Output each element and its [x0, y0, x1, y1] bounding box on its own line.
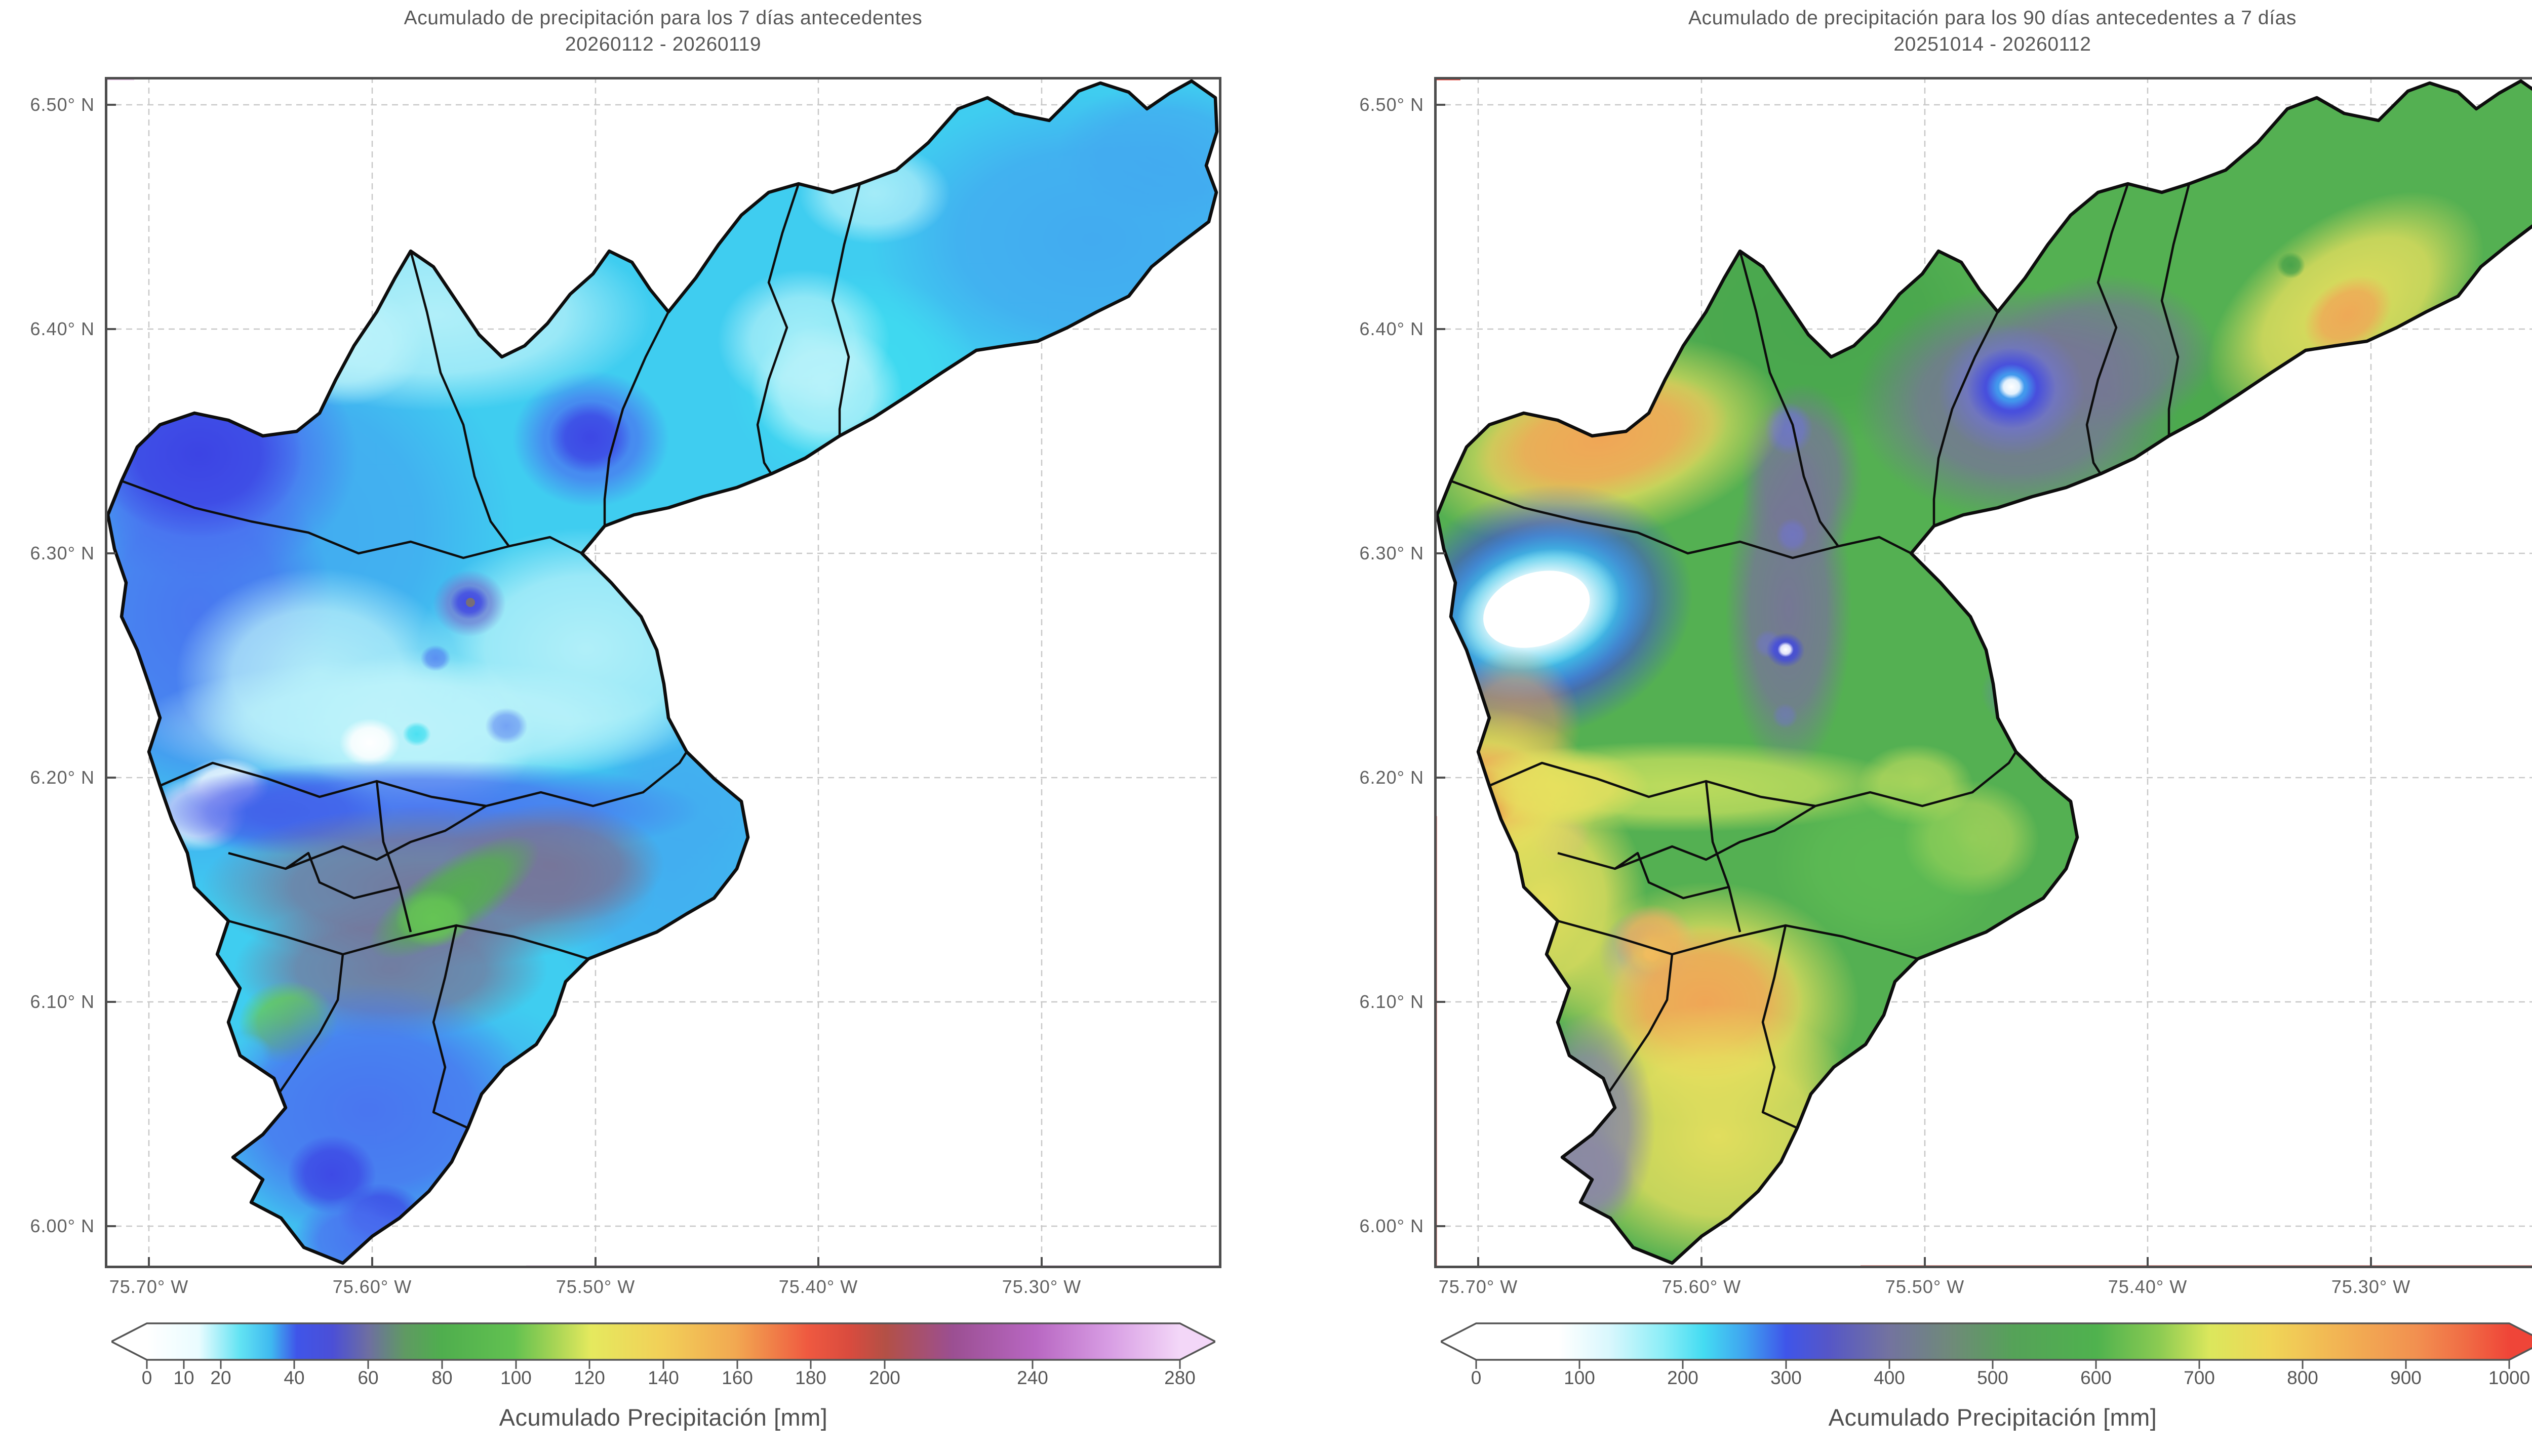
cb-tick: 10	[173, 1367, 194, 1388]
y-tick-label: 6.20° N	[30, 767, 95, 788]
y-tick-label: 6.50° N	[1359, 94, 1424, 115]
x-tick-label: 75.40° W	[2108, 1276, 2188, 1297]
cb-tick: 100	[500, 1367, 532, 1388]
left-panel-title: Acumulado de precipitación para los 7 dí…	[105, 5, 1221, 58]
y-tick-label: 6.10° N	[30, 991, 95, 1012]
y-tick-label: 6.00° N	[1359, 1216, 1424, 1236]
colorbar-7day	[111, 1322, 1215, 1371]
axes-frame	[105, 77, 1221, 1268]
colorbar-90day	[1441, 1322, 2532, 1371]
right-title-line1: Acumulado de precipitación para los 90 d…	[1688, 7, 2297, 29]
cb-tick: 20	[210, 1367, 231, 1388]
cb-tick: 900	[2390, 1367, 2422, 1388]
map-panel-7day	[105, 77, 1221, 1268]
map-panel-90day	[1434, 77, 2532, 1268]
cb-tick: 200	[1667, 1367, 1698, 1388]
cb-tick: 600	[2080, 1367, 2112, 1388]
cb-tick: 60	[358, 1367, 379, 1388]
y-tick-label: 6.10° N	[1359, 991, 1424, 1012]
cb-tick: 280	[1164, 1367, 1196, 1388]
cb-tick: 300	[1770, 1367, 1802, 1388]
cb-tick: 200	[869, 1367, 900, 1388]
cb-tick: 700	[2184, 1367, 2215, 1388]
cb-tick: 100	[1564, 1367, 1595, 1388]
cb-tick: 40	[284, 1367, 305, 1388]
x-tick-label: 75.50° W	[1885, 1276, 1965, 1297]
left-title-line1: Acumulado de precipitación para los 7 dí…	[404, 7, 923, 29]
right-title-line2: 20251014 - 20260112	[1893, 33, 2091, 55]
colorbar-label-90day: Acumulado Precipitación [mm]	[1828, 1404, 2157, 1431]
right-panel-title: Acumulado de precipitación para los 90 d…	[1434, 5, 2532, 58]
y-tick-label: 6.30° N	[1359, 543, 1424, 563]
precip-field-90day	[1437, 81, 2532, 1263]
y-tick-label: 6.20° N	[1359, 767, 1424, 788]
cb-tick: 160	[722, 1367, 753, 1388]
map-90day	[1434, 77, 2532, 1268]
colorbar-label-7day: Acumulado Precipitación [mm]	[499, 1404, 828, 1431]
y-tick-label: 6.30° N	[30, 543, 95, 563]
y-tick-label: 6.40° N	[30, 318, 95, 339]
x-tick-label: 75.50° W	[556, 1276, 636, 1297]
cb-tick: 0	[141, 1367, 152, 1388]
axes-frame	[1434, 77, 2532, 1268]
y-tick-label: 6.00° N	[30, 1216, 95, 1236]
cb-tick: 120	[574, 1367, 605, 1388]
cb-tick: 400	[1874, 1367, 1905, 1388]
cb-tick: 180	[795, 1367, 826, 1388]
cb-tick: 800	[2287, 1367, 2318, 1388]
cb-tick: 500	[1977, 1367, 2008, 1388]
cb-tick: 0	[1471, 1367, 1482, 1388]
cb-tick: 1000	[2488, 1367, 2530, 1388]
x-tick-label: 75.40° W	[778, 1276, 858, 1297]
map-7day	[105, 77, 1221, 1268]
y-tick-label: 6.50° N	[30, 94, 95, 115]
cb-tick: 140	[648, 1367, 679, 1388]
left-title-line2: 20260112 - 20260119	[565, 33, 762, 55]
x-tick-label: 75.70° W	[109, 1276, 189, 1297]
y-tick-label: 6.40° N	[1359, 318, 1424, 339]
x-tick-label: 75.60° W	[1661, 1276, 1742, 1297]
cb-tick: 240	[1017, 1367, 1048, 1388]
x-tick-label: 75.60° W	[332, 1276, 412, 1297]
cb-tick: 80	[431, 1367, 453, 1388]
x-tick-label: 75.30° W	[2331, 1276, 2411, 1297]
x-tick-label: 75.30° W	[1002, 1276, 1082, 1297]
x-tick-label: 75.70° W	[1438, 1276, 1518, 1297]
